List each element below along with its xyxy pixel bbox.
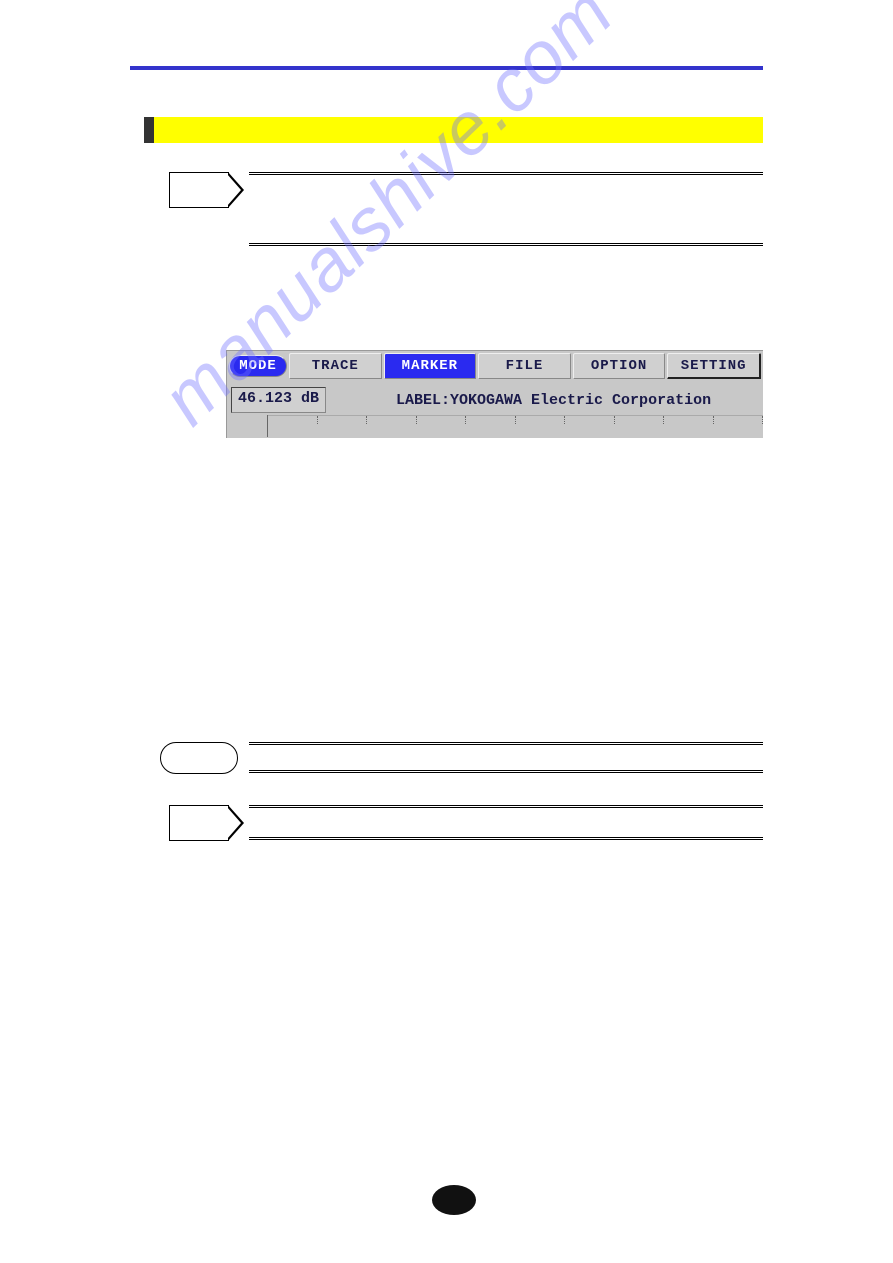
page-number-badge [432, 1185, 476, 1215]
tab-mode[interactable]: MODE [229, 355, 287, 377]
rule-top-2 [249, 742, 763, 745]
rule-top-1 [249, 172, 763, 175]
tab-option[interactable]: OPTION [573, 353, 666, 379]
section-heading-bar [144, 117, 763, 143]
tab-trace[interactable]: TRACE [289, 353, 382, 379]
note-lozenge [160, 742, 238, 774]
section-heading-notch [144, 117, 154, 143]
label-value: YOKOGAWA Electric Corporation [450, 392, 711, 409]
rule-bottom-2 [249, 770, 763, 773]
tab-bar: MODE TRACE MARKER FILE OPTION SETTING [227, 351, 763, 381]
rule-bottom-3 [249, 837, 763, 840]
header-blue-rule [130, 66, 763, 70]
rule-bottom-1 [249, 243, 763, 246]
tab-marker[interactable]: MARKER [384, 353, 477, 379]
db-readout: 46.123 dB [231, 387, 326, 413]
label-prefix: LABEL: [396, 392, 450, 409]
instrument-screenshot: MODE TRACE MARKER FILE OPTION SETTING 46… [226, 350, 763, 438]
rule-top-3 [249, 805, 763, 808]
label-field: LABEL:YOKOGAWA Electric Corporation [396, 392, 711, 409]
tab-file[interactable]: FILE [478, 353, 571, 379]
step-arrow-2 [169, 805, 229, 841]
tab-setting[interactable]: SETTING [667, 353, 761, 379]
status-bar: 46.123 dB LABEL:YOKOGAWA Electric Corpor… [227, 385, 763, 415]
step-arrow-1 [169, 172, 229, 208]
plot-grid-strip [267, 415, 763, 437]
